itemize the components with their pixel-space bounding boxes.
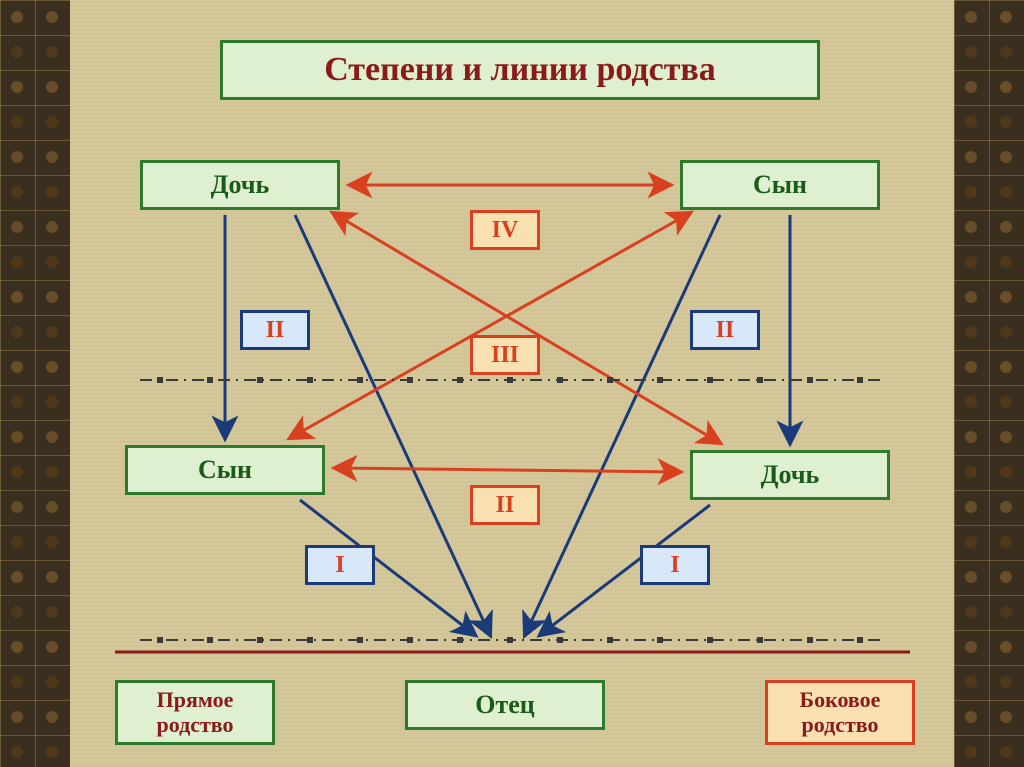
degree-II-left: II (240, 310, 310, 350)
node-son-mid-left: Сын (125, 445, 325, 495)
degree-II-center: II (470, 485, 540, 525)
node-daughter-mid-right: Дочь (690, 450, 890, 500)
diagram-title: Степени и линии родства (220, 40, 820, 100)
degree-I-right: I (640, 545, 710, 585)
label-lateral-kinship: Боковое родство (765, 680, 915, 745)
label-direct-kinship: Прямое родство (115, 680, 275, 745)
degree-I-left: I (305, 545, 375, 585)
degree-III: III (470, 335, 540, 375)
degree-IV: IV (470, 210, 540, 250)
node-father: Отец (405, 680, 605, 730)
degree-II-right: II (690, 310, 760, 350)
node-daughter-top-left: Дочь (140, 160, 340, 210)
diagram-canvas: Степени и линии родства Дочь Сын Сын Доч… (70, 0, 954, 767)
decorative-border-right (954, 0, 1024, 767)
arrows-layer (70, 0, 954, 767)
node-son-top-right: Сын (680, 160, 880, 210)
decorative-border-left (0, 0, 70, 767)
